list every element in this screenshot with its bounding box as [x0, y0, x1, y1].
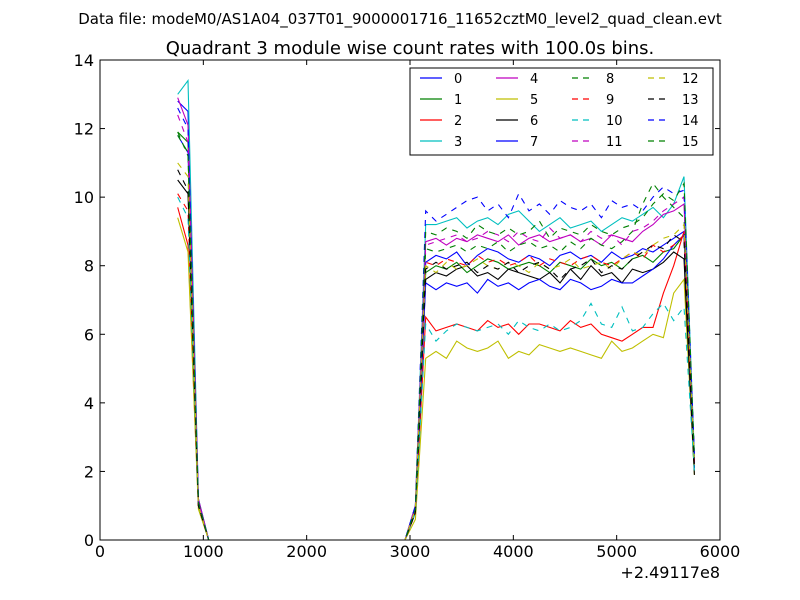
legend-label: 0	[454, 72, 462, 87]
legend-label: 6	[530, 114, 538, 129]
series-line-9	[177, 193, 695, 541]
legend-label: 4	[530, 72, 538, 87]
y-tick-label: 8	[84, 257, 94, 276]
suptitle: Data file: modeM0/AS1A04_037T01_90000017…	[78, 10, 722, 29]
legend-label: 10	[606, 114, 623, 129]
legend-label: 8	[606, 72, 614, 87]
series-line-13	[177, 169, 695, 541]
y-tick-label: 4	[84, 394, 94, 413]
x-tick-label: 2000	[286, 542, 327, 561]
y-tick-label: 6	[84, 325, 94, 344]
series-line-2	[177, 207, 695, 541]
series-line-14	[177, 107, 695, 541]
series-line-6	[177, 179, 695, 541]
x-tick-label: 4000	[493, 542, 534, 561]
x-tick-label: 3000	[390, 542, 431, 561]
x-tick-label: 1000	[183, 542, 224, 561]
chart-title: Quadrant 3 module wise count rates with …	[166, 38, 655, 59]
legend-label: 12	[682, 72, 699, 87]
y-tick-label: 0	[84, 531, 94, 550]
legend-label: 3	[454, 135, 462, 150]
y-tick-label: 14	[74, 51, 94, 70]
series-line-15	[177, 131, 695, 541]
series-line-0	[177, 100, 695, 541]
legend-label: 13	[682, 93, 699, 108]
y-tick-label: 12	[74, 120, 94, 139]
series-line-4	[177, 97, 695, 541]
series-line-8	[177, 135, 695, 541]
legend-label: 11	[606, 135, 623, 150]
x-tick-label: 0	[95, 542, 105, 561]
legend-label: 14	[682, 114, 699, 129]
x-tick-label: 6000	[700, 542, 741, 561]
x-offset-label: +2.49117e8	[620, 563, 720, 582]
legend-label: 15	[682, 135, 699, 150]
series-line-10	[177, 196, 695, 541]
legend-label: 5	[530, 93, 538, 108]
legend-label: 1	[454, 93, 462, 108]
legend-label: 7	[530, 135, 538, 150]
legend-label: 9	[606, 93, 614, 108]
series-line-12	[177, 162, 695, 541]
series-line-11	[177, 114, 695, 541]
legend-label: 2	[454, 114, 462, 129]
x-tick-label: 5000	[596, 542, 637, 561]
y-tick-label: 2	[84, 462, 94, 481]
y-tick-label: 10	[74, 188, 94, 207]
series-line-1	[177, 131, 695, 541]
series-line-7	[177, 135, 695, 541]
